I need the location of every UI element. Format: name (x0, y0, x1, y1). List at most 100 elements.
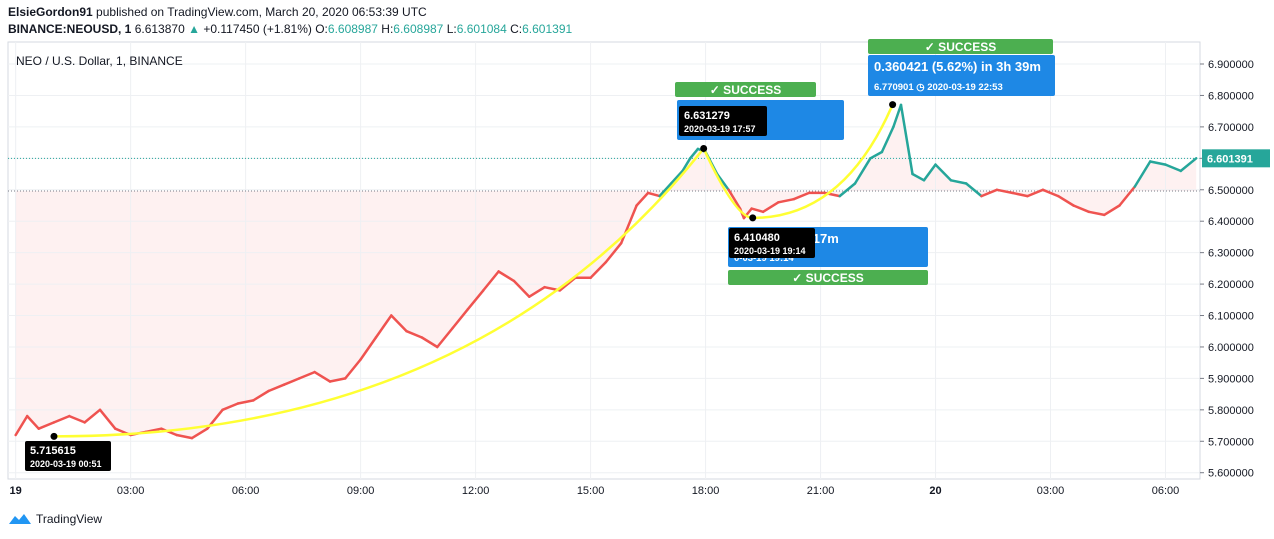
x-tick-label: 06:00 (232, 485, 260, 497)
y-tick-label: 5.800000 (1208, 405, 1254, 417)
x-tick-label: 19 (10, 485, 22, 497)
price-segment (792, 191, 811, 201)
price-segment (390, 314, 408, 333)
price-segment (1010, 191, 1029, 198)
price-segment (359, 336, 378, 361)
price-segment (68, 414, 86, 424)
price-segment (236, 399, 255, 405)
price-segment (899, 103, 914, 176)
price-segment (727, 188, 742, 210)
y-tick-label: 6.300000 (1208, 248, 1254, 260)
price-segment (1041, 188, 1060, 198)
x-tick-label: 21:00 (807, 485, 835, 497)
price-segment (1026, 188, 1045, 198)
price-segment (1148, 160, 1167, 166)
price-segment (995, 188, 1014, 195)
x-tick-label: 09:00 (347, 485, 375, 497)
pivot-point[interactable] (889, 101, 897, 109)
price-segment (451, 307, 470, 330)
y-tick-label: 6.000000 (1208, 342, 1254, 354)
price-segment (466, 289, 485, 311)
trough-point-box (729, 228, 815, 258)
price-segment (52, 414, 71, 424)
price-segment (688, 147, 700, 160)
peak2-label-sub: 6.770901 ◷ 2020-03-19 22:53 (874, 82, 1003, 93)
price-segment (482, 270, 500, 292)
peak1-point-price: 6.631279 (684, 110, 730, 122)
x-tick-label: 12:00 (462, 485, 490, 497)
peak2-status-box[interactable] (868, 39, 1053, 54)
price-segment (497, 270, 516, 283)
x-tick-label: 15:00 (577, 485, 605, 497)
pivot-point[interactable] (50, 432, 58, 440)
close-value: 6.601391 (522, 22, 573, 36)
x-tick-label: 06:00 (1152, 485, 1180, 497)
low-value: 6.601084 (456, 22, 507, 36)
price-segment (1118, 185, 1137, 207)
ohlc-bar: BINANCE:NEOUSD, 1 6.613870 ▲ +0.117450 (… (8, 22, 572, 36)
price-segment (1133, 160, 1152, 188)
price-segment (589, 260, 608, 280)
pivot-point[interactable] (700, 144, 708, 152)
y-tick-label: 6.400000 (1208, 216, 1254, 228)
price-segment (144, 427, 163, 434)
trend-curve (752, 104, 894, 220)
price-segment (646, 191, 661, 198)
price-segment (405, 329, 424, 339)
price-segment (1072, 204, 1091, 214)
y-tick-label: 6.100000 (1208, 311, 1254, 323)
price-change: +0.117450 (+1.81%) (203, 22, 312, 36)
publish-info: ElsieGordon91 published on TradingView.c… (8, 5, 427, 19)
peak1-point-box (679, 106, 767, 136)
author-name[interactable]: ElsieGordon91 (8, 5, 93, 19)
brand-name: TradingView (36, 512, 103, 526)
y-tick-label: 5.900000 (1208, 373, 1254, 385)
price-segment (980, 188, 999, 198)
x-tick-label: 20 (929, 485, 941, 497)
price-segment (221, 402, 240, 412)
price-segment (252, 389, 270, 402)
price-segment (604, 241, 623, 264)
price-segment (14, 414, 29, 437)
y-tick-label: 5.700000 (1208, 436, 1254, 448)
peak2-label-box[interactable] (868, 55, 1055, 96)
price-segment (750, 207, 765, 214)
price-segment (37, 421, 56, 430)
y-tick-label: 6.900000 (1208, 59, 1254, 71)
price-segment (635, 191, 650, 207)
price-segment (880, 125, 895, 154)
peak1-status-text: ✓ SUCCESS (710, 83, 781, 97)
price-segment (420, 336, 439, 349)
price-segment (328, 377, 347, 383)
price-segment (1056, 194, 1075, 207)
trough-status-box[interactable] (728, 270, 928, 285)
price-segment (681, 157, 692, 173)
peak1-status-box[interactable] (675, 82, 816, 97)
y-tick-label: 6.800000 (1208, 90, 1254, 102)
start-point-price: 5.715615 (30, 445, 76, 457)
range-shading (15, 104, 1197, 439)
trend-curve (53, 147, 705, 438)
y-tick-label: 5.600000 (1208, 468, 1254, 480)
y-tick-label: 6.200000 (1208, 279, 1254, 291)
price-segment (344, 358, 362, 380)
price-segment (669, 169, 684, 185)
price-segment (911, 172, 926, 182)
high-label: H: (381, 22, 394, 36)
open-label: O: (315, 22, 328, 36)
price-segment (761, 201, 780, 214)
peak1-point-time: 2020-03-19 17:57 (684, 124, 756, 134)
close-label: C: (510, 22, 523, 36)
price-segment (436, 326, 454, 349)
price-segment (25, 414, 40, 430)
price-segment (742, 207, 753, 220)
price-segment (190, 427, 209, 440)
price-segment (964, 182, 983, 198)
footer-brand[interactable]: TradingView (8, 512, 102, 526)
symbol-label[interactable]: BINANCE:NEOUSD, 1 (8, 22, 132, 36)
trough-point-time: 2020-03-19 19:14 (734, 246, 806, 256)
open-value: 6.608987 (327, 22, 378, 36)
price-segment (949, 179, 968, 185)
pivot-point[interactable] (749, 214, 757, 222)
